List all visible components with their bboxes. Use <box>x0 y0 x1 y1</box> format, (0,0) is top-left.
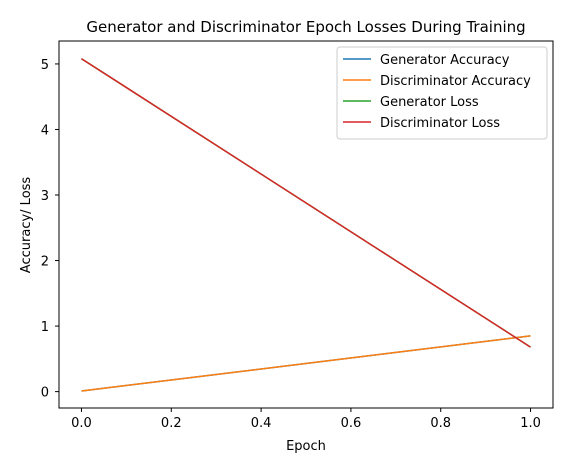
x-tick-label: 0.2 <box>161 416 182 431</box>
legend: Generator Accuracy Discriminator Accuracy… <box>336 46 548 140</box>
series-line-discriminator-loss <box>81 58 531 348</box>
y-axis-ticks: 0 1 2 3 4 5 <box>41 58 59 401</box>
chart-title: Generator and Discriminator Epoch Losses… <box>86 18 525 36</box>
x-tick-label: 0.8 <box>430 416 451 431</box>
x-tick-label: 0.6 <box>341 416 362 431</box>
x-axis-ticks: 0.0 0.2 0.4 0.6 0.8 1.0 <box>71 408 541 431</box>
y-tick-label: 0 <box>41 386 49 401</box>
x-tick-label: 1.0 <box>520 416 541 431</box>
x-axis-label: Epoch <box>286 439 326 454</box>
y-axis-label: Accuracy/ Loss <box>19 177 34 274</box>
legend-label-discriminator-loss: Discriminator Loss <box>380 116 500 131</box>
y-tick-label: 2 <box>41 255 49 270</box>
y-tick-label: 1 <box>41 320 49 335</box>
y-tick-label: 4 <box>41 123 49 138</box>
legend-label-generator-accuracy: Generator Accuracy <box>380 53 510 68</box>
x-tick-label: 0.0 <box>71 416 92 431</box>
legend-label-generator-loss: Generator Loss <box>380 95 479 110</box>
legend-box <box>336 46 548 140</box>
series-line-discriminator-accuracy <box>81 335 531 392</box>
x-tick-label: 0.4 <box>251 416 272 431</box>
plot-area-frame <box>58 40 554 409</box>
y-tick-label: 5 <box>41 58 49 73</box>
legend-label-discriminator-accuracy: Discriminator Accuracy <box>380 74 531 89</box>
series-layer <box>81 58 531 392</box>
y-tick-label: 3 <box>41 189 49 204</box>
